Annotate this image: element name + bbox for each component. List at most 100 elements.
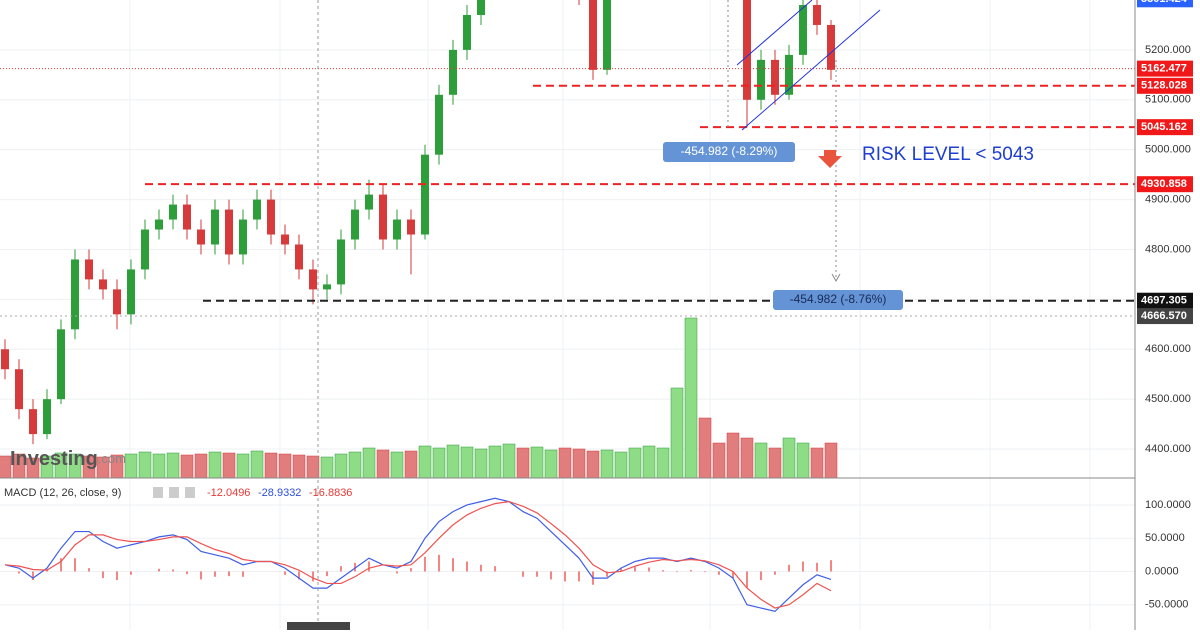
volume-bar <box>82 455 96 478</box>
vertical-grid <box>129 0 1091 630</box>
candle-body <box>155 219 163 230</box>
logo: Investing.com <box>10 448 126 470</box>
icon[interactable] <box>185 487 195 498</box>
candle-body <box>281 234 289 245</box>
y-tick-label: 4800.000 <box>1145 243 1191 255</box>
price-tag-label: 5162.477 <box>1141 63 1187 75</box>
price-axis: 4400.0004500.0004600.0004700.0004800.000… <box>1137 0 1193 611</box>
volume-bar <box>726 432 740 478</box>
candle-body <box>239 219 247 255</box>
y-tick-label: 0.0000 <box>1145 565 1179 577</box>
volume-bar <box>68 453 82 478</box>
y-tick-label: 4900.000 <box>1145 193 1191 205</box>
volume-bar <box>614 451 628 478</box>
volume-bar <box>754 442 768 478</box>
volume-bar <box>712 442 726 478</box>
volume-bar <box>278 453 292 478</box>
y-tick-label: 50.0000 <box>1145 532 1185 544</box>
price-tag <box>1137 308 1193 325</box>
candle-body <box>477 0 485 15</box>
volume-bar <box>586 450 600 478</box>
logo-suffix: .com <box>98 451 126 466</box>
y-tick-label: 4400.000 <box>1145 443 1191 455</box>
volume-bar <box>558 447 572 478</box>
candle-body <box>365 194 373 210</box>
overlay: -454.982 (-8.29%) -454.982 (-8.76%) RISK… <box>0 0 1136 630</box>
candle-body <box>71 259 79 330</box>
volume-bar <box>474 448 488 478</box>
volume-bar <box>0 455 12 478</box>
candle-body <box>29 409 37 435</box>
candle-body <box>225 209 233 255</box>
candle-body <box>253 199 261 220</box>
price-tag <box>1137 176 1193 193</box>
y-tick-label: -50.0000 <box>1145 599 1188 611</box>
volume-bar <box>40 455 54 478</box>
volume-bar <box>446 444 460 478</box>
volume-bar <box>362 447 376 478</box>
volume-bar <box>740 437 754 478</box>
volume-bar <box>250 450 264 478</box>
volume-bar <box>12 453 26 478</box>
volume-bar <box>194 453 208 478</box>
candle-body <box>813 4 821 25</box>
candle-body <box>43 399 51 435</box>
candle-body <box>323 284 331 290</box>
price-tag <box>1137 0 1193 8</box>
price-tag-label: 5128.028 <box>1141 80 1187 92</box>
candle-body <box>351 209 359 240</box>
volume-bar <box>824 442 838 478</box>
volume-bar <box>306 455 320 478</box>
volume-bar <box>642 445 656 478</box>
volume-bar <box>334 453 348 478</box>
candle-body <box>15 369 23 410</box>
candle-body <box>337 239 345 285</box>
candle-body <box>603 0 611 70</box>
time-marker <box>287 622 350 630</box>
volume-bar <box>572 448 586 478</box>
candle-body <box>393 219 401 240</box>
volume-bar <box>180 454 194 478</box>
candle-body <box>113 289 121 315</box>
volume-bar <box>502 443 516 478</box>
candle-body <box>449 49 457 95</box>
volume-bar <box>264 452 278 478</box>
macd-line <box>4 501 832 609</box>
volume-bar <box>698 417 712 478</box>
macd-value: -16.8836 <box>309 487 352 499</box>
price-tag <box>1137 77 1193 94</box>
icon[interactable] <box>153 487 163 498</box>
volume-bar <box>54 452 68 478</box>
macd-panel <box>0 497 1135 613</box>
price-tag-label: 5301.424 <box>1141 0 1188 5</box>
volume-bar <box>152 453 166 478</box>
volume-bar <box>26 457 40 478</box>
candle-body <box>57 329 65 400</box>
volume-bar <box>236 453 250 478</box>
candle-body <box>99 279 107 290</box>
price-tag <box>1137 119 1193 136</box>
measure-label: -454.982 (-8.76%) <box>790 292 887 306</box>
volume-bar <box>600 449 614 478</box>
down-arrow <box>818 150 842 168</box>
volume-bar <box>404 450 418 478</box>
volume-bar <box>418 445 432 478</box>
candle-body <box>771 59 779 95</box>
logo-text: Investing <box>10 448 98 470</box>
candle-body <box>183 204 191 230</box>
macd-value: -12.0496 <box>207 487 250 499</box>
macd-title: MACD (12, 26, close, 9) <box>4 487 121 499</box>
candle-body <box>407 219 415 235</box>
risk-label: RISK LEVEL < 5043 <box>862 144 1034 165</box>
macd-line <box>4 497 832 613</box>
y-tick-label: 5100.000 <box>1145 94 1191 106</box>
y-tick-label: 4500.000 <box>1145 393 1191 405</box>
candle-body <box>743 0 751 100</box>
candle-body <box>141 229 149 270</box>
y-tick-label: 5000.000 <box>1145 144 1191 156</box>
icon[interactable] <box>169 487 179 498</box>
price-tag-label: 4930.858 <box>1141 178 1187 190</box>
measure-arrow <box>831 273 841 283</box>
volume-bar <box>516 447 530 478</box>
candle-body <box>127 269 135 315</box>
